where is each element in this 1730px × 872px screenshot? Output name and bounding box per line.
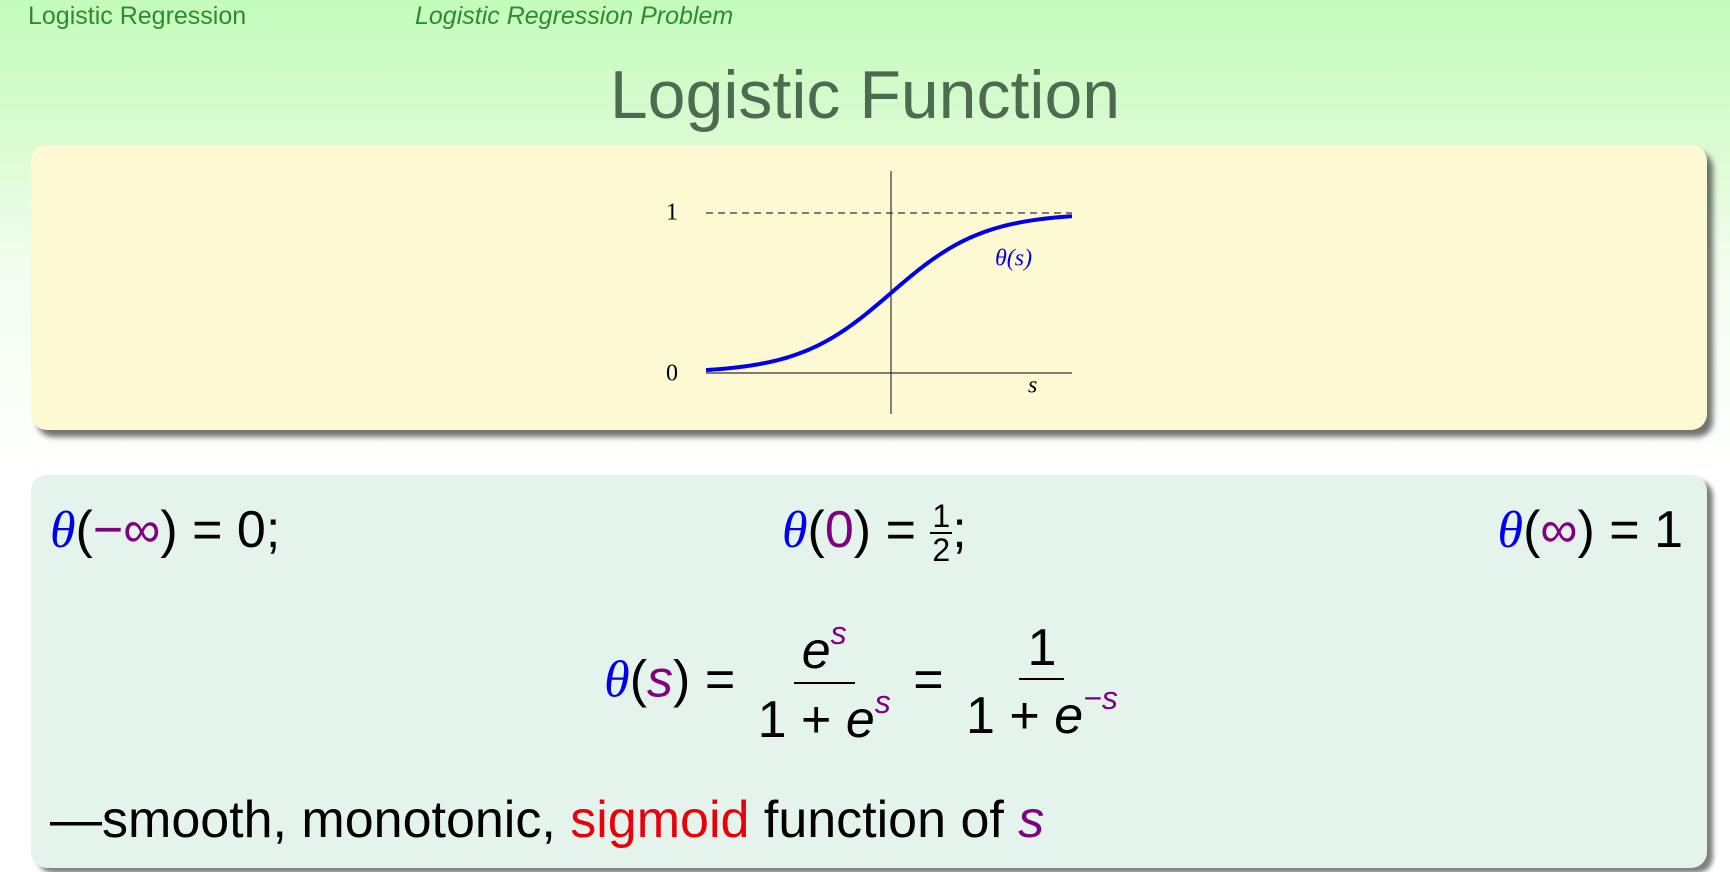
denominator: 1 + e−s	[958, 680, 1126, 747]
plot-box	[31, 145, 1707, 430]
paren: (	[75, 501, 93, 559]
paren: (	[629, 650, 648, 709]
limit-neg: θ(−∞) = 0;	[50, 500, 280, 560]
header-subsection: Logistic Regression Problem	[415, 2, 734, 30]
curve-label: θ(s)	[995, 246, 1032, 272]
theta: θ	[1497, 502, 1524, 559]
caption-highlight: sigmoid	[570, 791, 750, 849]
paren: (	[807, 501, 825, 559]
numerator: 1	[1019, 619, 1065, 681]
y-label: 1	[666, 200, 678, 226]
e: e	[801, 622, 831, 680]
fraction: es 1 + es	[750, 615, 899, 751]
arg: 0	[824, 501, 854, 559]
e: e	[845, 690, 875, 749]
semicolon: ;	[952, 501, 967, 559]
result: = 1	[1594, 501, 1683, 559]
formula-box	[31, 475, 1707, 868]
caption-text: —smooth, monotonic,	[50, 791, 571, 849]
exponent: s	[830, 615, 847, 651]
exponent: −s	[1083, 680, 1118, 717]
numerator: 1	[930, 498, 953, 535]
arg: −∞	[92, 501, 161, 559]
slide-title: Logistic Function	[609, 57, 1121, 133]
exponent: s	[874, 683, 891, 720]
result: = 0;	[177, 501, 281, 559]
limit-zero: θ(0) = 1 2;	[782, 500, 967, 566]
denominator: 2	[932, 532, 951, 569]
sigmoid-curve	[705, 214, 1073, 373]
theta: θ	[604, 651, 630, 709]
limit-pos: θ(∞) = 1	[1498, 500, 1683, 560]
caption: —smooth, monotonic, sigmoid function of …	[50, 790, 1044, 850]
equals: =	[690, 650, 750, 709]
sigmoid-plot: 1 0 θ(s) s	[666, 171, 1073, 414]
arg: ∞	[1540, 501, 1578, 559]
x-label: s	[1028, 373, 1037, 399]
y-label: 0	[666, 361, 678, 387]
paren: )	[1577, 501, 1595, 559]
theta: θ	[782, 502, 808, 559]
paren: )	[673, 650, 691, 709]
equals: =	[898, 650, 959, 709]
e: e	[1054, 687, 1084, 746]
one-plus: 1 +	[966, 687, 1055, 746]
theta: θ	[50, 502, 76, 559]
numerator: es	[793, 615, 855, 684]
paren: )	[160, 501, 178, 559]
caption-text: function of	[749, 791, 1019, 849]
caption-var: s	[1018, 791, 1045, 849]
var: s	[647, 650, 674, 709]
one-plus: 1 +	[757, 690, 846, 749]
paren: )	[853, 501, 872, 559]
denominator: 1 + es	[750, 684, 899, 751]
paren: (	[1523, 501, 1541, 559]
equals: =	[871, 501, 931, 559]
header-section: Logistic Regression	[28, 2, 247, 30]
